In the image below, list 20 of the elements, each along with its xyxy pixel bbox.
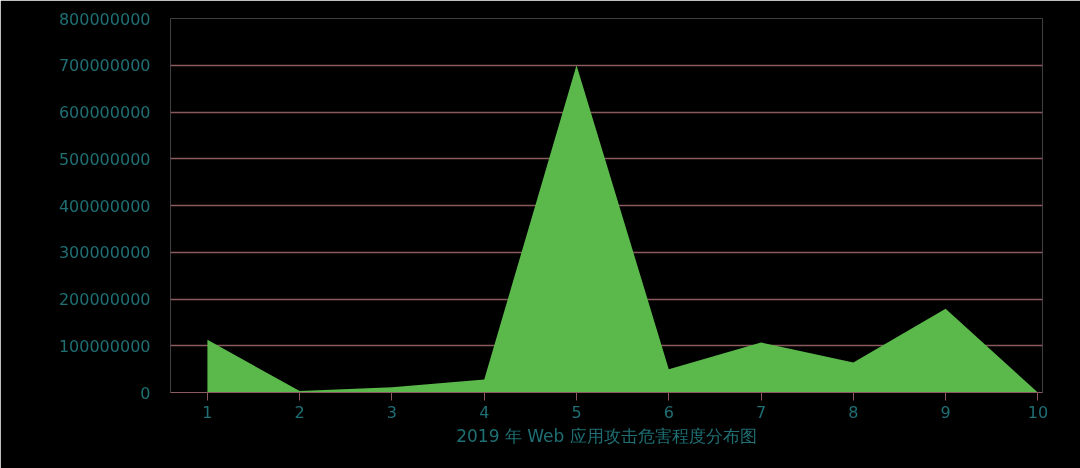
y-tick-label: 200000000 bbox=[58, 290, 151, 309]
x-tick-label: 8 bbox=[848, 402, 859, 422]
y-tick-label: 300000000 bbox=[58, 243, 151, 263]
y-tick-label: 100000000 bbox=[58, 336, 151, 356]
y-tick-label: 500000000 bbox=[58, 149, 151, 169]
x-tick-label: 1 bbox=[202, 402, 213, 422]
y-tick-label: 400000000 bbox=[58, 196, 151, 216]
x-tick-label: 9 bbox=[940, 402, 951, 422]
x-tick-label: 6 bbox=[663, 402, 674, 422]
x-tick-label: 10 bbox=[1027, 402, 1049, 422]
x-tick-label: 4 bbox=[479, 402, 490, 422]
x-tick-label: 5 bbox=[571, 402, 582, 422]
x-axis-title: 2019 年 Web 应用攻击危害程度分布图 bbox=[456, 425, 757, 446]
x-tick-label: 3 bbox=[386, 402, 398, 422]
y-tick-label: 800000000 bbox=[58, 9, 151, 29]
x-tick-label: 2 bbox=[294, 402, 305, 422]
y-tick-label: 700000000 bbox=[58, 56, 151, 76]
x-tick-label: 7 bbox=[755, 402, 767, 422]
y-tick-label: 600000000 bbox=[58, 103, 151, 122]
y-tick-label: 0 bbox=[140, 383, 151, 403]
